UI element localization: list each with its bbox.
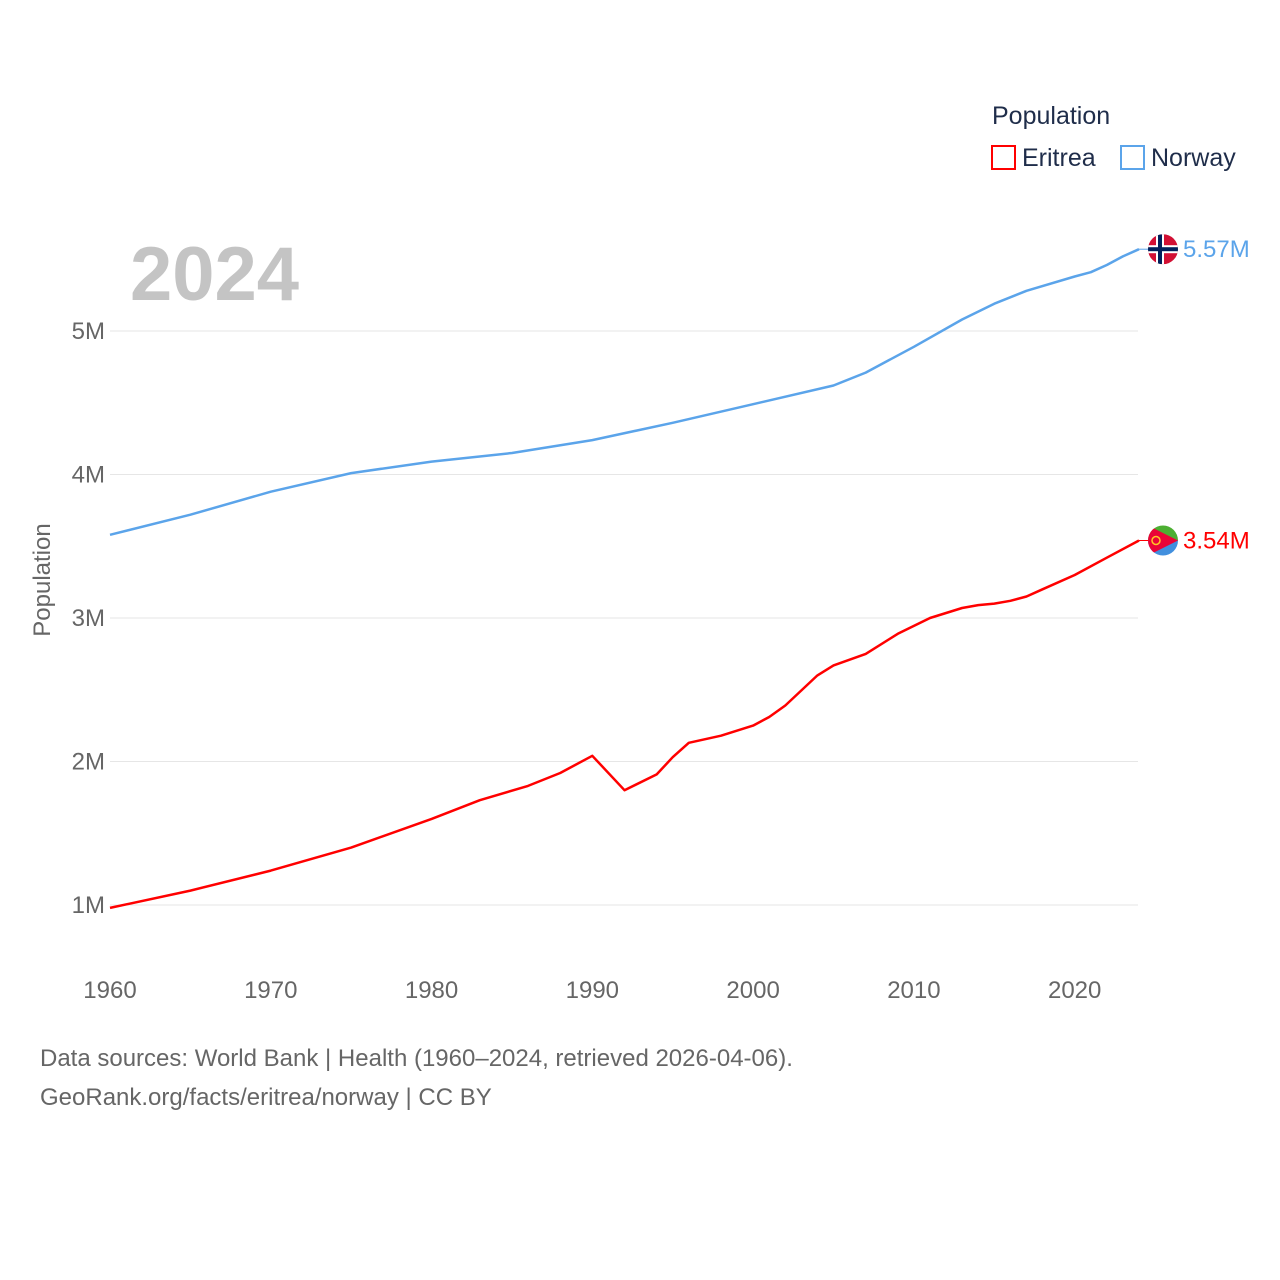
flag-emblem — [1151, 535, 1161, 546]
flag — [1148, 525, 1178, 556]
y-tick-label: 3M — [72, 605, 105, 632]
data-source-note: Data sources: World Bank | Health (1960–… — [40, 1045, 793, 1072]
y-tick-label: 5M — [72, 318, 105, 345]
attribution-link[interactable]: GeoRank.org/facts/eritrea/norway | CC BY — [40, 1084, 492, 1111]
legend: Population Eritrea Norway — [991, 102, 1236, 172]
x-tick-label: 2000 — [726, 977, 779, 1004]
x-tick-label: 1980 — [405, 977, 458, 1004]
legend-swatch-eritrea[interactable] — [991, 145, 1016, 170]
legend-swatch-norway[interactable] — [1120, 145, 1145, 170]
x-tick-label: 1970 — [244, 977, 297, 1004]
x-tick-label: 2010 — [887, 977, 940, 1004]
series-line-norway — [109, 248, 1140, 537]
y-axis-label: Population — [29, 523, 56, 636]
x-tick-label: 1990 — [566, 977, 619, 1004]
end-value-label: 5.57M — [1183, 236, 1250, 263]
y-tick-label: 4M — [72, 462, 105, 489]
end-value-label: 3.54M — [1183, 528, 1250, 555]
x-tick-label: 2020 — [1048, 977, 1101, 1004]
flag-triangle — [1148, 525, 1178, 556]
y-tick-label: 1M — [72, 892, 105, 919]
norway-flag-icon — [1148, 234, 1178, 265]
series-line-eritrea — [109, 539, 1140, 910]
legend-title: Population — [992, 102, 1110, 130]
x-tick-label: 1960 — [83, 977, 136, 1004]
year-watermark: 2024 — [130, 232, 299, 317]
eritrea-flag-icon — [1148, 525, 1178, 556]
flag — [1148, 234, 1178, 265]
legend-label-eritrea[interactable]: Eritrea — [1022, 144, 1096, 172]
legend-label-norway[interactable]: Norway — [1151, 144, 1236, 172]
y-tick-label: 2M — [72, 749, 105, 776]
flag-cross-blue — [1148, 247, 1178, 252]
line-chart: 1M 2M 3M 4M 5M 1960 1970 1980 1990 2000 2010 2020 2… — [29, 102, 1250, 1004]
